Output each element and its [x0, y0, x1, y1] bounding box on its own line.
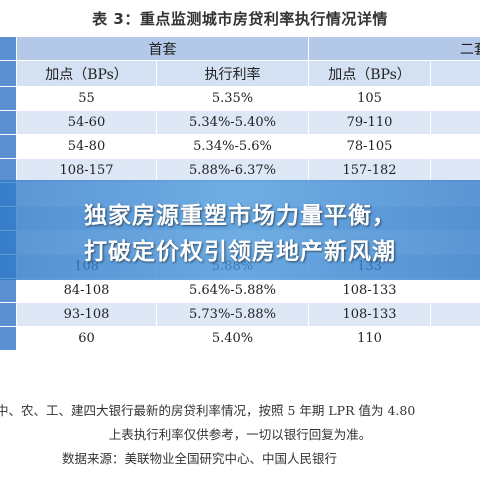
- cell-bps-second: 108-133: [308, 302, 431, 327]
- col-header-bps-first: 加点（BPs）: [16, 60, 157, 87]
- col-header-rate-first: 执行利率: [156, 60, 309, 87]
- row-stub: [0, 110, 17, 135]
- cell-rate-first: 5.64%-5.88%: [156, 278, 309, 303]
- table-row: 55 5.35% 105: [0, 86, 480, 111]
- row-stub: [0, 86, 17, 111]
- table-row: 54-80 5.34%-5.6% 78-105: [0, 134, 480, 159]
- footnote-source: 数据来源：美联物业全国研究中心、中国人民银行: [62, 451, 338, 466]
- cell-bps-first: 54-80: [16, 134, 157, 159]
- table-row: 93-108 5.73%-5.88% 108-133: [0, 302, 480, 327]
- row-stub: [0, 302, 17, 327]
- table-row: 84-108 5.64%-5.88% 108-133: [0, 278, 480, 303]
- cell-bps-second: 78-105: [308, 134, 431, 159]
- table-row: 54-60 5.34%-5.40% 79-110: [0, 110, 480, 135]
- cell-bps-second: 105: [308, 86, 431, 111]
- group-header-second: 二套: [308, 36, 480, 61]
- cell-rate-second: [430, 134, 480, 159]
- footnote-disclaimer: 上表执行利率仅供参考，一切以银行回复为准。: [108, 427, 372, 442]
- cell-rate-second: [430, 158, 480, 183]
- row-stub: [0, 158, 17, 183]
- cell-rate-first: 5.34%-5.40%: [156, 110, 309, 135]
- cell-bps-first: 108-157: [16, 158, 157, 183]
- cell-bps-first: 93-108: [16, 302, 157, 327]
- cell-rate-second: [430, 302, 480, 327]
- cell-bps-second: 157-182: [308, 158, 431, 183]
- headline-line-1: 独家房源重塑市场力量平衡，: [84, 203, 396, 229]
- cell-rate-first: 5.34%-5.6%: [156, 134, 309, 159]
- row-stub: [0, 326, 17, 351]
- cell-bps-second: 108-133: [308, 278, 431, 303]
- cell-rate-first: 5.88%-6.37%: [156, 158, 309, 183]
- cell-bps-first: 60: [16, 326, 157, 351]
- col-header-bps-second: 加点（BPs）: [308, 60, 431, 87]
- group-header-first: 首套: [16, 36, 309, 61]
- cell-bps-first: 55: [16, 86, 157, 111]
- col-header-rate-second: [430, 60, 480, 87]
- row-stub: [0, 278, 17, 303]
- cell-rate-second: [430, 110, 480, 135]
- cell-bps-first: 84-108: [16, 278, 157, 303]
- row-stub: [0, 36, 17, 61]
- cell-rate-first: 5.40%: [156, 326, 309, 351]
- footnote-rates: 中、农、工、建四大银行最新的房贷利率情况，按照 5 年期 LPR 值为 4.80: [0, 403, 416, 418]
- cell-rate-second: [430, 86, 480, 111]
- cell-bps-second: 110: [308, 326, 431, 351]
- table-row: 60 5.40% 110: [0, 326, 480, 351]
- cell-rate-first: 5.73%-5.88%: [156, 302, 309, 327]
- cell-bps-first: 54-60: [16, 110, 157, 135]
- row-stub: [0, 60, 17, 87]
- cell-rate-second: [430, 278, 480, 303]
- cell-bps-second: 79-110: [308, 110, 431, 135]
- headline-line-2: 打破定价权引领房地产新风潮: [84, 239, 396, 265]
- table-title: 表 3：重点监测城市房贷利率执行情况详情: [92, 10, 388, 28]
- cell-rate-first: 5.35%: [156, 86, 309, 111]
- table-row: 108-157 5.88%-6.37% 157-182: [0, 158, 480, 183]
- headline-banner: [0, 180, 480, 280]
- row-stub: [0, 134, 17, 159]
- cell-rate-second: [430, 326, 480, 351]
